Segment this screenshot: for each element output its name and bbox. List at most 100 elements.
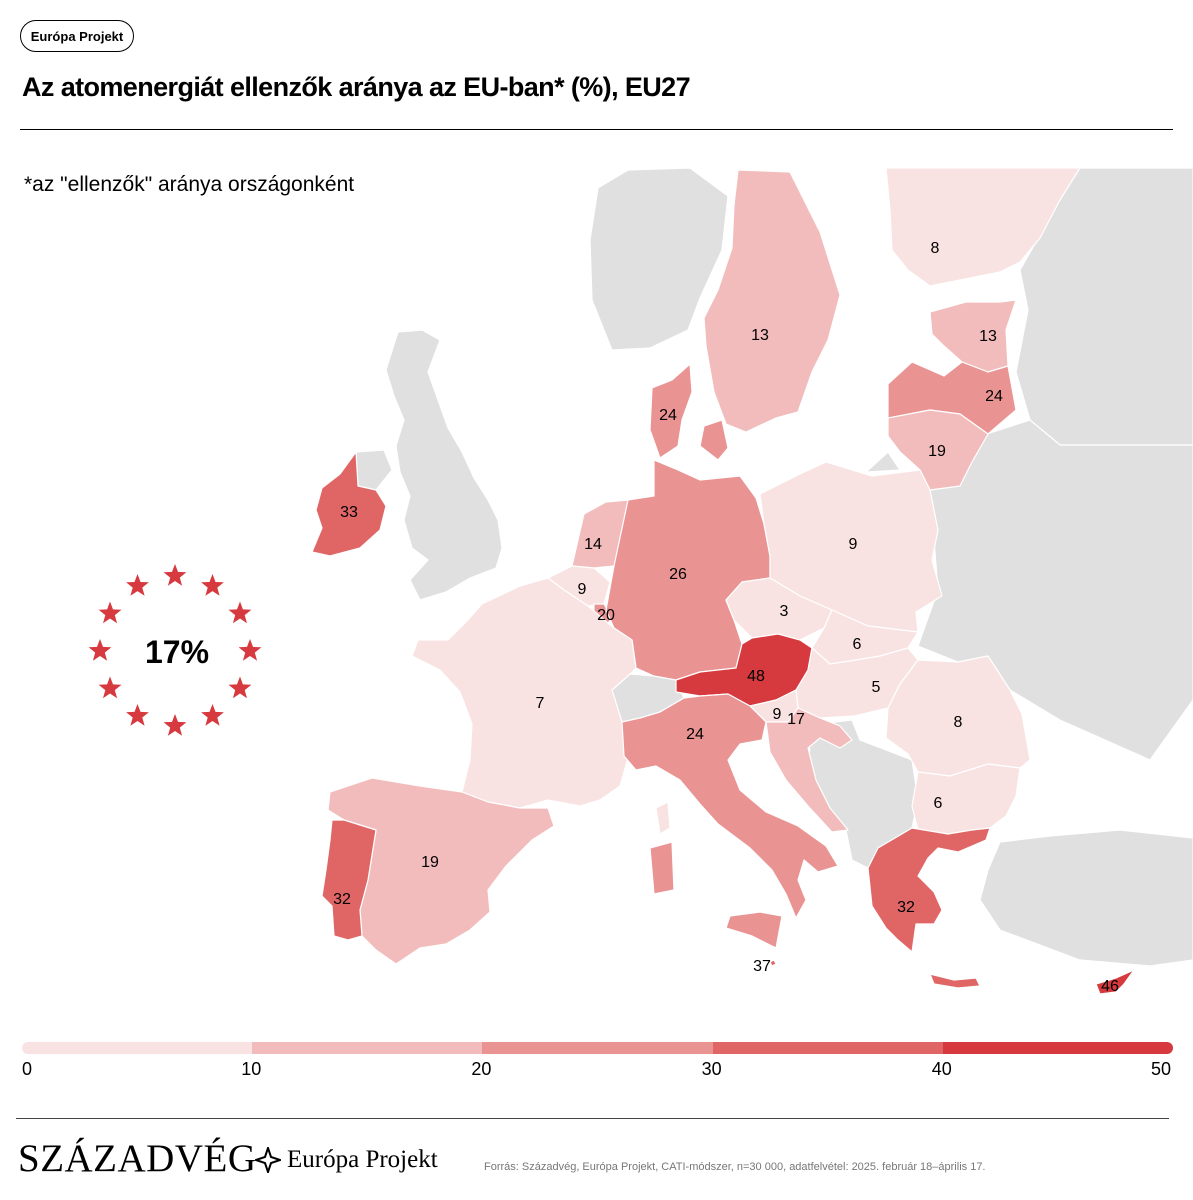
italy-shape-2 — [649, 841, 675, 895]
country-label-bulgaria: 6 — [934, 795, 943, 812]
map-subtitle: *az "ellenzők" aránya országonként — [24, 173, 355, 196]
country-label-hungary: 5 — [872, 679, 881, 696]
country-denmark — [649, 363, 729, 461]
country-label-italy: 24 — [686, 726, 704, 743]
italy-shape-1 — [725, 911, 783, 949]
country-ireland — [311, 451, 387, 557]
legend-color-scale — [22, 1042, 1173, 1054]
country-label-romania: 8 — [954, 714, 963, 731]
country-bulgaria — [911, 763, 1021, 835]
finland-shape — [885, 167, 1081, 287]
eu-star-icon — [228, 601, 252, 624]
greece-shape-1 — [929, 973, 981, 989]
legend-segment — [22, 1042, 253, 1054]
croatia-shape — [765, 707, 853, 833]
legend-tick-label: 20 — [471, 1059, 492, 1079]
europa-projekt-badge[interactable]: Európa Projekt — [20, 20, 134, 52]
france-shape-1 — [655, 801, 671, 835]
northern-ireland-shape — [355, 449, 393, 491]
country-portugal — [321, 819, 377, 941]
eu-star-icon — [163, 714, 187, 736]
non-eu-background — [355, 167, 1193, 967]
country-label-lithuania: 19 — [928, 443, 946, 460]
country-france — [411, 577, 671, 835]
italy-shape — [621, 693, 839, 919]
country-label-germany: 26 — [669, 566, 687, 583]
legend-tick-label: 40 — [931, 1059, 952, 1079]
legend-tick-label: 10 — [241, 1059, 262, 1079]
country-romania — [885, 655, 1031, 777]
eu-star-icon — [163, 564, 187, 586]
malta-shape — [769, 959, 777, 967]
legend-segment — [712, 1042, 943, 1054]
legend-segment — [942, 1042, 1173, 1054]
europa-projekt-logo: Európa Projekt — [255, 1146, 438, 1174]
legend-tick-label: 0 — [22, 1059, 33, 1079]
country-finland — [885, 167, 1081, 287]
country-label-slovenia: 9 — [773, 706, 782, 723]
romania-shape — [885, 655, 1031, 777]
country-label-luxembourg: 20 — [597, 607, 615, 624]
country-sweden — [703, 169, 841, 433]
country-label-greece: 32 — [897, 899, 915, 916]
country-label-slovakia: 6 — [853, 636, 862, 653]
europa-projekt-wordmark: Európa Projekt — [287, 1146, 438, 1173]
eu-star-icon — [126, 574, 149, 596]
country-label-cyprus: 46 — [1101, 978, 1119, 995]
country-poland — [759, 461, 943, 633]
legend-tick-label: 50 — [1151, 1059, 1172, 1079]
portugal-shape — [321, 819, 377, 941]
page-title: Az atomenergiát ellenzők aránya az EU-ba… — [22, 72, 691, 102]
country-cyprus — [1095, 969, 1135, 995]
eu-star-icon — [201, 574, 224, 596]
eu-star-icon — [201, 704, 224, 726]
legend-segment — [252, 1042, 483, 1054]
country-label-sweden: 13 — [751, 327, 769, 344]
eu-star-icon — [228, 676, 252, 699]
denmark-shape — [649, 363, 693, 459]
choropleth-map: 8 13 13 24 19 24 33 14 9 20 26 9 3 6 48 5 9 17 8 6 7 24 19 32 32… — [88, 167, 1193, 995]
eu-average-badge: 17% — [88, 564, 262, 736]
eu-star-icon — [88, 639, 112, 661]
country-greece — [867, 827, 991, 989]
source-note: Forrás: Századvég, Európa Projekt, CATI-… — [484, 1161, 986, 1173]
szazadveg-logo: SZÁZADVÉG — [18, 1137, 257, 1180]
turkey-shape — [979, 829, 1193, 967]
country-label-denmark: 24 — [659, 407, 677, 424]
denmark-shape-1 — [699, 419, 729, 461]
country-label-spain: 19 — [421, 854, 439, 871]
great-britain-shape — [385, 329, 503, 601]
eu-average-value: 17% — [145, 634, 209, 670]
country-croatia — [765, 707, 853, 833]
country-label-belgium: 9 — [578, 581, 587, 598]
country-lithuania — [887, 409, 989, 491]
country-label-estonia: 13 — [979, 328, 997, 345]
country-label-poland: 9 — [849, 536, 858, 553]
country-malta — [769, 959, 777, 967]
header-divider — [20, 129, 1173, 130]
eu-star-icon — [98, 676, 122, 699]
kaliningrad-shape — [864, 451, 902, 473]
france-shape — [411, 577, 637, 809]
estonia-shape — [929, 299, 1017, 373]
country-label-portugal: 32 — [333, 891, 351, 908]
eu-star-icon — [126, 704, 149, 726]
greece-shape — [867, 827, 991, 953]
country-label-ireland: 33 — [340, 504, 358, 521]
norway-shape — [589, 167, 729, 351]
country-label-austria: 48 — [747, 668, 765, 685]
country-label-france: 7 — [536, 695, 545, 712]
country-estonia — [929, 299, 1017, 373]
eu-star-icon — [98, 601, 122, 624]
eu-star-icon — [238, 639, 262, 661]
country-label-finland: 8 — [931, 240, 940, 257]
poland-shape — [759, 461, 943, 633]
bulgaria-shape — [911, 763, 1021, 835]
country-label-malta: 37 — [753, 958, 771, 975]
country-label-netherlands: 14 — [584, 536, 602, 553]
cyprus-shape — [1095, 969, 1135, 995]
country-label-czechia: 3 — [780, 603, 789, 620]
legend-tick-label: 30 — [701, 1059, 722, 1079]
country-italy — [621, 693, 839, 949]
country-label-latvia: 24 — [985, 388, 1003, 405]
